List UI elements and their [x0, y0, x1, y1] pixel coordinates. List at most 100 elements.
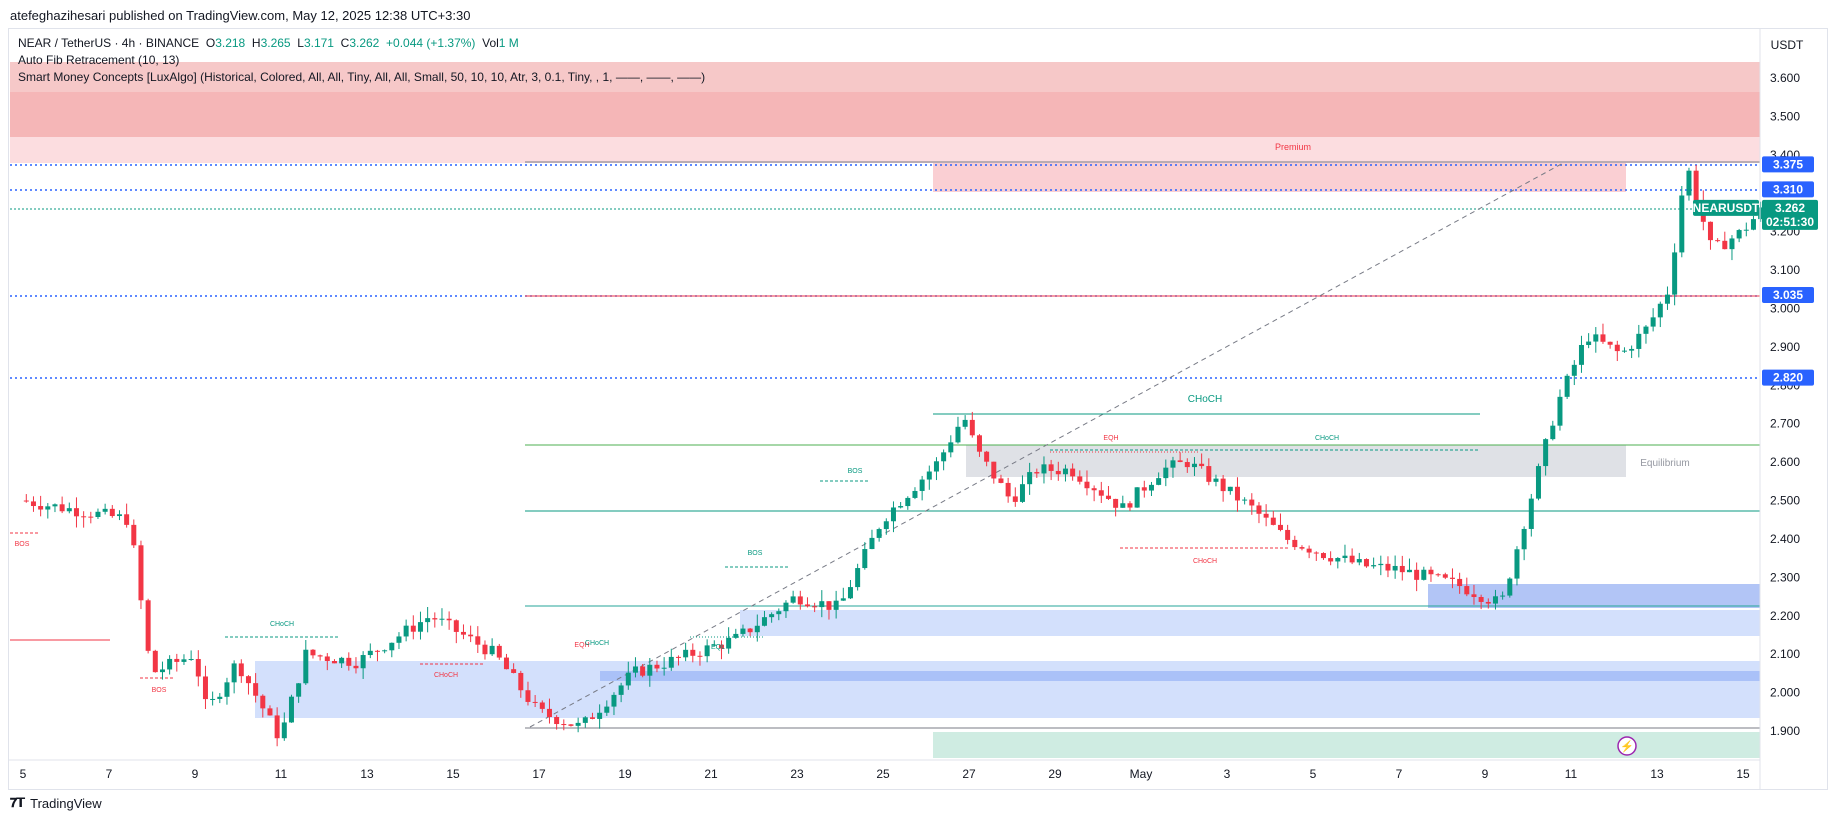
candle-body	[1629, 348, 1635, 351]
candle-body	[468, 634, 474, 637]
candle-body	[95, 511, 101, 518]
candle-body	[726, 637, 732, 649]
candle-body	[518, 672, 524, 691]
candle-body	[1019, 484, 1025, 502]
candle-body	[267, 708, 273, 716]
x-tick-label: 7	[1396, 767, 1403, 781]
candle-body	[1514, 549, 1520, 579]
premium-zone-lower	[10, 137, 1760, 163]
label-choch-major: CHoCH	[1188, 394, 1222, 405]
x-tick-label: 9	[192, 767, 199, 781]
indicator-smc[interactable]: Smart Money Concepts [LuxAlgo] (Historic…	[18, 70, 706, 84]
candle-body	[503, 657, 509, 670]
candle-body	[310, 649, 316, 656]
candle-body	[554, 717, 560, 725]
price-tag	[1762, 181, 1814, 198]
candle-body	[489, 645, 495, 655]
publisher-text: atefeghazihesari published on TradingVie…	[10, 8, 471, 23]
candle-body	[740, 628, 746, 634]
low-label: L	[297, 36, 304, 50]
candle-body	[561, 724, 567, 726]
candle-body	[339, 657, 345, 664]
candle-body	[202, 676, 208, 700]
candle-body	[1729, 238, 1735, 250]
candle-body	[1414, 569, 1420, 580]
candle-body	[991, 461, 997, 479]
y-tick-label: 3.500	[1770, 109, 1800, 123]
label-bos-up-1: BOS	[848, 468, 863, 475]
x-tick-label: 17	[532, 767, 546, 781]
chart-legend: NEAR / TetherUS · 4h · BINANCE O3.218 H3…	[18, 35, 705, 86]
candle-body	[1277, 524, 1283, 530]
candle-body	[783, 602, 789, 612]
candle-body	[131, 524, 137, 546]
candle-body	[1564, 375, 1570, 397]
candle-body	[367, 650, 373, 656]
candle-body	[905, 497, 911, 507]
candle-body	[1492, 596, 1498, 604]
fib-trend-line	[529, 161, 1566, 728]
label-choch-down: CHoCH	[1193, 558, 1217, 565]
indicator-fib[interactable]: Auto Fib Retracement (10, 13)	[18, 53, 180, 67]
candle-body	[1363, 559, 1369, 567]
price-tag	[1762, 369, 1814, 386]
candle-body	[389, 642, 395, 651]
candle-body	[1184, 462, 1190, 468]
candle-body	[417, 622, 423, 632]
label-eqh-2: EQH	[574, 642, 589, 649]
label-choch-down-2: CHoCH	[434, 672, 458, 679]
price-axis: USDT3.6003.5003.4003.3003.2003.1003.0002…	[1693, 28, 1818, 790]
candle-body	[812, 606, 818, 608]
price-tag-label: 3.310	[1773, 182, 1803, 196]
label-choch-up-2: CHoCH	[585, 640, 609, 647]
candle-body	[797, 596, 803, 605]
currency-label: USDT	[1771, 38, 1804, 52]
candle-body	[1313, 552, 1319, 554]
price-tag	[1762, 287, 1814, 304]
candle-body	[30, 501, 36, 507]
candle-body	[1084, 481, 1090, 489]
candle-body	[1335, 558, 1341, 562]
label-bos-down-2: BOS	[15, 541, 30, 548]
high-label: H	[251, 36, 261, 50]
footer-brand[interactable]: 𝟕𝗧 TradingView	[10, 795, 102, 811]
candle-body	[324, 656, 330, 662]
candle-body	[883, 521, 889, 530]
y-tick-label: 2.200	[1770, 609, 1800, 623]
candle-body	[1449, 577, 1455, 579]
candle-body	[1134, 487, 1140, 508]
y-tick-label: 2.600	[1770, 455, 1800, 469]
candle-body	[1034, 472, 1040, 474]
candle-body	[661, 667, 667, 669]
candle-body	[281, 722, 287, 739]
candle-body	[1249, 499, 1255, 506]
candle-body	[296, 683, 302, 697]
x-tick-label: 3	[1224, 767, 1231, 781]
candle-body	[45, 506, 51, 510]
candle-body	[1650, 317, 1656, 327]
x-tick-label: 11	[275, 767, 288, 781]
candle-body	[1485, 601, 1491, 604]
label-eqh: EQH	[1103, 435, 1118, 442]
candle-body	[1285, 529, 1291, 540]
symbol-title[interactable]: NEAR / TetherUS · 4h · BINANCE	[18, 36, 200, 50]
candle-body	[1163, 467, 1169, 479]
candle-body	[496, 645, 502, 658]
candle-body	[1170, 460, 1176, 468]
candle-body	[690, 649, 696, 656]
candle-body	[1292, 539, 1298, 548]
candle-body	[948, 442, 954, 453]
premium-zone-band	[10, 92, 1760, 137]
candle-body	[1550, 425, 1556, 440]
candle-body	[976, 435, 982, 452]
candle-body	[804, 604, 810, 607]
price-tag-label: 3.035	[1773, 288, 1803, 302]
candle-body	[152, 650, 158, 673]
candle-body	[425, 618, 431, 623]
candle-body	[1356, 559, 1362, 563]
candle-body	[1507, 578, 1513, 596]
label-equilibrium: Equilibrium	[1640, 458, 1689, 469]
candle-body	[1120, 503, 1126, 508]
